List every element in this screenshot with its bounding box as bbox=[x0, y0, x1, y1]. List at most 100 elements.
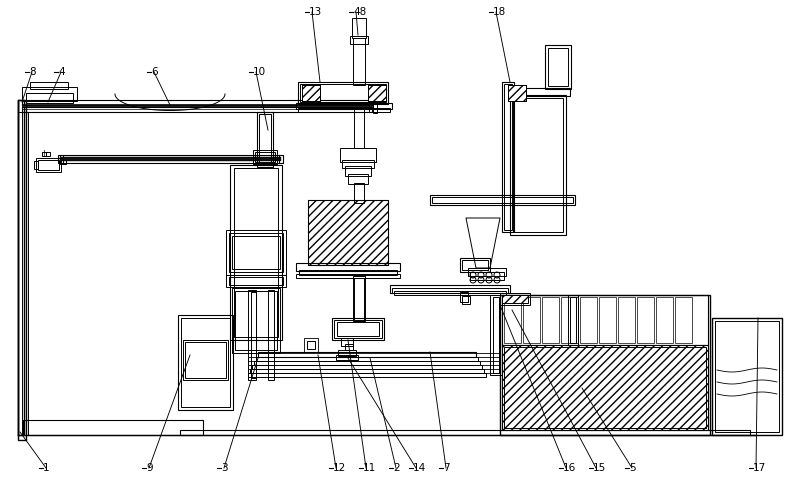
Bar bbox=[500, 293, 530, 305]
Bar bbox=[715, 321, 779, 432]
Bar bbox=[545, 45, 571, 89]
Bar bbox=[252, 365, 482, 369]
Bar bbox=[22, 87, 77, 101]
Bar bbox=[392, 288, 508, 293]
Bar bbox=[18, 100, 26, 440]
Bar bbox=[502, 345, 708, 430]
Bar bbox=[368, 85, 386, 101]
Bar bbox=[390, 285, 510, 293]
Bar bbox=[369, 100, 377, 112]
Bar bbox=[60, 155, 63, 163]
Bar bbox=[248, 290, 256, 380]
Bar bbox=[460, 292, 468, 302]
Bar bbox=[656, 297, 673, 343]
Text: 1: 1 bbox=[43, 463, 50, 473]
Bar bbox=[258, 352, 476, 357]
Bar bbox=[502, 345, 708, 430]
Bar bbox=[504, 347, 706, 428]
Bar bbox=[350, 36, 368, 44]
Bar bbox=[58, 155, 283, 163]
Bar bbox=[30, 82, 68, 89]
Bar bbox=[235, 291, 277, 350]
Bar bbox=[368, 85, 386, 101]
Bar bbox=[183, 340, 228, 380]
Bar bbox=[523, 297, 540, 343]
Bar bbox=[304, 338, 318, 352]
Bar bbox=[510, 88, 570, 96]
Text: 17: 17 bbox=[753, 463, 766, 473]
Bar bbox=[229, 233, 283, 272]
Bar bbox=[302, 85, 320, 101]
Bar bbox=[259, 114, 271, 165]
Bar bbox=[23, 420, 203, 435]
Bar bbox=[675, 297, 692, 343]
Bar bbox=[185, 342, 226, 378]
Bar bbox=[298, 108, 390, 112]
Text: 5: 5 bbox=[629, 463, 636, 473]
Bar bbox=[432, 197, 573, 203]
Bar bbox=[296, 263, 400, 271]
Bar bbox=[229, 277, 283, 285]
Bar bbox=[430, 195, 575, 205]
Bar bbox=[22, 100, 372, 105]
Bar bbox=[353, 38, 365, 85]
Bar bbox=[230, 165, 282, 340]
Bar bbox=[22, 104, 372, 107]
Bar bbox=[334, 320, 382, 338]
Bar bbox=[637, 297, 654, 343]
Bar bbox=[570, 297, 576, 343]
Bar bbox=[22, 107, 372, 112]
Bar bbox=[542, 297, 559, 343]
Bar bbox=[337, 322, 379, 336]
Text: 3: 3 bbox=[221, 463, 228, 473]
Text: 4: 4 bbox=[58, 67, 65, 77]
Bar bbox=[300, 84, 386, 102]
Bar bbox=[226, 230, 286, 275]
Bar bbox=[348, 174, 368, 184]
Bar bbox=[561, 297, 578, 343]
Bar bbox=[712, 318, 782, 435]
Bar bbox=[296, 274, 400, 278]
Bar bbox=[345, 166, 371, 176]
Text: 12: 12 bbox=[333, 463, 346, 473]
Bar bbox=[493, 297, 499, 373]
Bar bbox=[332, 318, 384, 340]
Bar bbox=[502, 82, 514, 232]
Bar bbox=[226, 275, 286, 287]
Text: 14: 14 bbox=[413, 463, 426, 473]
Bar bbox=[510, 95, 566, 235]
Bar bbox=[46, 152, 50, 156]
Bar bbox=[618, 297, 635, 343]
Bar bbox=[462, 296, 470, 304]
Bar bbox=[490, 295, 502, 375]
Bar bbox=[599, 297, 616, 343]
Bar bbox=[298, 82, 388, 104]
Text: 18: 18 bbox=[493, 7, 507, 17]
Bar bbox=[373, 97, 377, 113]
Bar bbox=[26, 93, 73, 103]
Bar bbox=[42, 152, 46, 156]
Bar bbox=[38, 160, 59, 170]
Bar bbox=[22, 112, 28, 435]
Text: 11: 11 bbox=[363, 463, 376, 473]
Text: 13: 13 bbox=[309, 7, 322, 17]
Bar bbox=[354, 108, 364, 148]
Bar bbox=[353, 276, 365, 321]
Bar bbox=[342, 160, 374, 168]
Text: 2: 2 bbox=[393, 463, 400, 473]
Bar bbox=[308, 200, 388, 265]
Bar bbox=[462, 260, 488, 270]
Bar bbox=[256, 357, 478, 361]
Bar bbox=[504, 84, 512, 230]
Bar bbox=[460, 258, 490, 272]
Bar bbox=[308, 200, 388, 265]
Bar bbox=[470, 272, 504, 280]
Text: 15: 15 bbox=[593, 463, 606, 473]
Text: 6: 6 bbox=[151, 67, 157, 77]
Bar bbox=[255, 152, 275, 162]
Bar bbox=[251, 292, 256, 378]
Bar bbox=[352, 18, 366, 38]
Bar bbox=[250, 369, 484, 373]
Bar bbox=[354, 183, 364, 203]
Bar bbox=[253, 150, 277, 164]
